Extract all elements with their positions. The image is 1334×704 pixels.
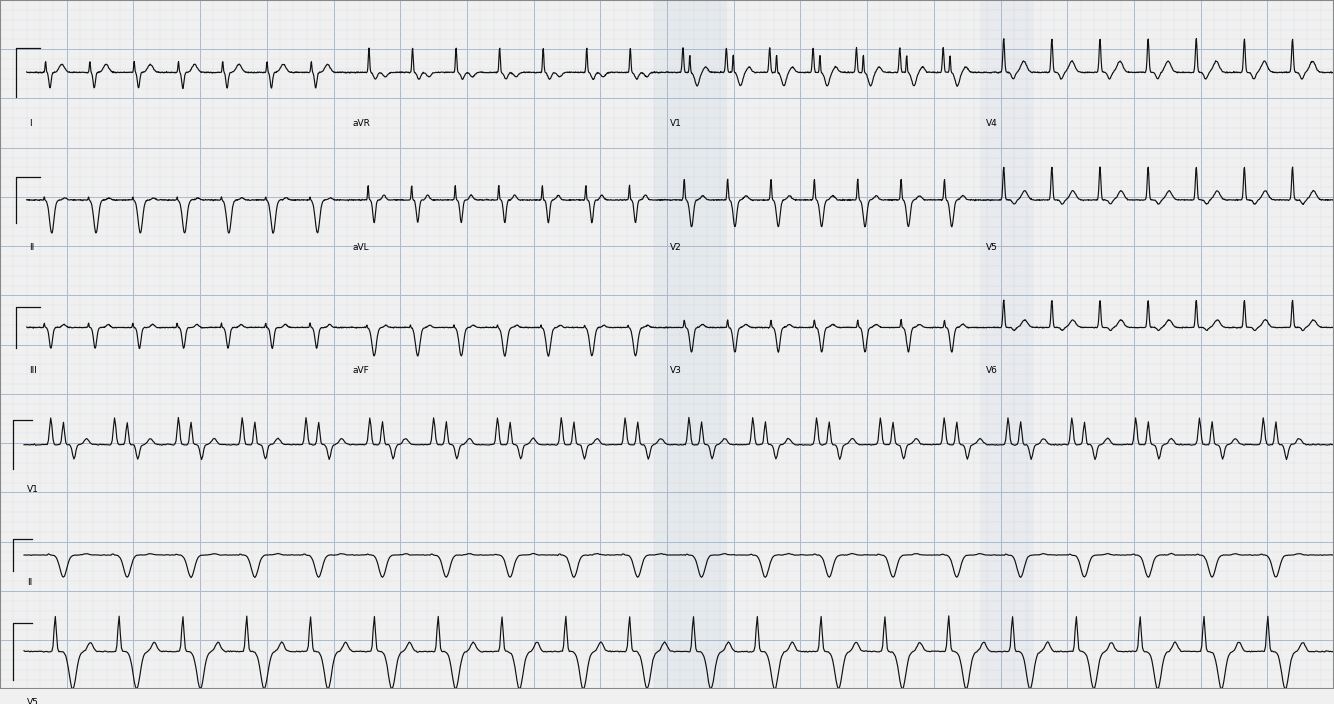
Bar bbox=[654, 0, 727, 689]
Text: aVR: aVR bbox=[352, 119, 370, 128]
Bar bbox=[980, 0, 1034, 689]
Text: V5: V5 bbox=[27, 698, 39, 704]
Text: V3: V3 bbox=[670, 366, 682, 375]
Text: V4: V4 bbox=[986, 119, 998, 128]
Text: V1: V1 bbox=[670, 119, 682, 128]
Text: V1: V1 bbox=[27, 485, 39, 494]
Text: II: II bbox=[27, 578, 32, 587]
Text: III: III bbox=[29, 366, 37, 375]
Text: V6: V6 bbox=[986, 366, 998, 375]
Text: V5: V5 bbox=[986, 243, 998, 251]
Text: aVF: aVF bbox=[352, 366, 370, 375]
Text: II: II bbox=[29, 243, 35, 251]
Text: V2: V2 bbox=[670, 243, 682, 251]
Text: I: I bbox=[29, 119, 32, 128]
Text: aVL: aVL bbox=[352, 243, 368, 251]
